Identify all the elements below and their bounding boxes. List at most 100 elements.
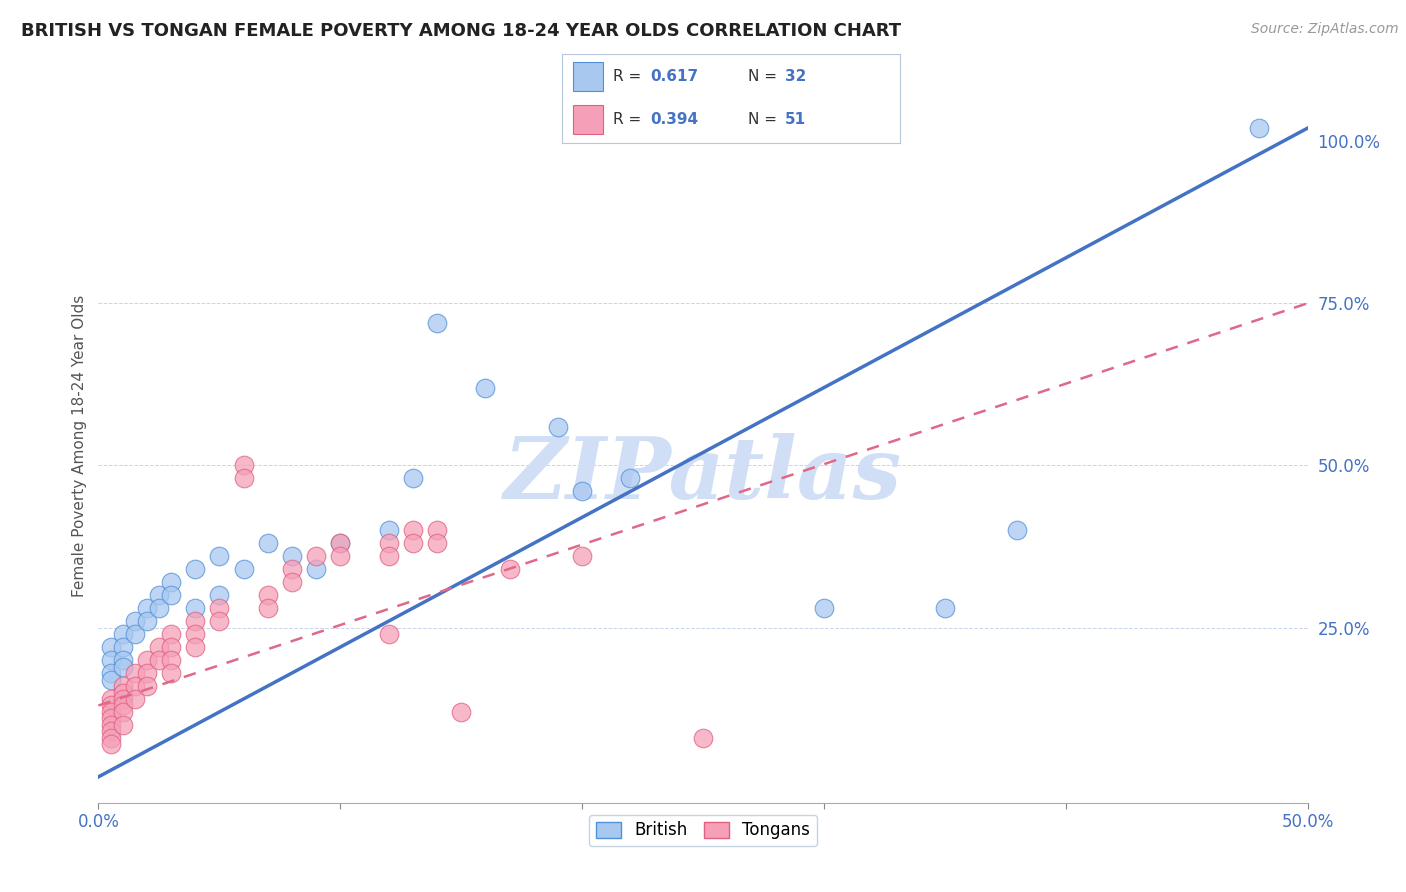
Point: [124, 679, 146, 693]
Y-axis label: Female Poverty Among 18-24 Year Olds: Female Poverty Among 18-24 Year Olds: [72, 295, 87, 597]
Text: N =: N =: [748, 112, 782, 127]
Point: [426, 536, 449, 550]
Point: [426, 524, 449, 538]
Point: [813, 601, 835, 615]
Point: [619, 471, 641, 485]
Text: BRITISH VS TONGAN FEMALE POVERTY AMONG 18-24 YEAR OLDS CORRELATION CHART: BRITISH VS TONGAN FEMALE POVERTY AMONG 1…: [21, 22, 901, 40]
Text: R =: R =: [613, 70, 647, 84]
Point: [124, 692, 146, 706]
Point: [329, 549, 352, 564]
Point: [111, 692, 134, 706]
Point: [100, 640, 122, 654]
Point: [377, 549, 399, 564]
Point: [498, 562, 520, 576]
FancyBboxPatch shape: [572, 105, 603, 134]
Point: [160, 666, 183, 681]
Text: 0.617: 0.617: [650, 70, 699, 84]
Legend: British, Tongans: British, Tongans: [589, 814, 817, 846]
Point: [148, 601, 170, 615]
Point: [474, 381, 496, 395]
Point: [100, 711, 122, 725]
Point: [111, 705, 134, 719]
Point: [184, 614, 207, 628]
Point: [148, 588, 170, 602]
Point: [100, 692, 122, 706]
Point: [160, 575, 183, 590]
Point: [377, 536, 399, 550]
Text: Source: ZipAtlas.com: Source: ZipAtlas.com: [1251, 22, 1399, 37]
Point: [329, 536, 352, 550]
Point: [377, 524, 399, 538]
Point: [124, 666, 146, 681]
Point: [111, 718, 134, 732]
Point: [402, 471, 425, 485]
Point: [184, 627, 207, 641]
Point: [100, 698, 122, 713]
Point: [148, 653, 170, 667]
Text: 51: 51: [785, 112, 806, 127]
Point: [305, 562, 328, 576]
Point: [160, 653, 183, 667]
Point: [100, 653, 122, 667]
Point: [208, 614, 231, 628]
Point: [184, 640, 207, 654]
Point: [402, 536, 425, 550]
Point: [100, 718, 122, 732]
FancyBboxPatch shape: [572, 62, 603, 91]
Point: [111, 685, 134, 699]
Point: [184, 601, 207, 615]
Point: [232, 562, 254, 576]
Point: [281, 562, 304, 576]
Point: [135, 653, 157, 667]
Point: [934, 601, 956, 615]
Point: [124, 627, 146, 641]
Point: [111, 627, 134, 641]
Text: ZIPatlas: ZIPatlas: [503, 433, 903, 516]
Point: [100, 724, 122, 739]
Point: [1007, 524, 1029, 538]
Point: [111, 698, 134, 713]
Point: [100, 705, 122, 719]
Point: [692, 731, 714, 745]
Text: N =: N =: [748, 70, 782, 84]
Point: [148, 640, 170, 654]
Point: [208, 549, 231, 564]
Point: [232, 458, 254, 473]
Point: [100, 731, 122, 745]
Point: [111, 640, 134, 654]
Point: [256, 588, 278, 602]
Point: [1249, 121, 1271, 136]
Point: [329, 536, 352, 550]
Point: [426, 316, 449, 330]
Point: [160, 588, 183, 602]
Point: [135, 679, 157, 693]
Text: 0.394: 0.394: [650, 112, 699, 127]
Point: [160, 627, 183, 641]
Point: [135, 614, 157, 628]
Point: [100, 738, 122, 752]
Point: [100, 673, 122, 687]
Point: [208, 601, 231, 615]
Text: 32: 32: [785, 70, 807, 84]
Point: [281, 575, 304, 590]
Point: [256, 601, 278, 615]
Point: [184, 562, 207, 576]
Point: [135, 601, 157, 615]
Point: [402, 524, 425, 538]
Point: [305, 549, 328, 564]
Point: [111, 679, 134, 693]
Text: R =: R =: [613, 112, 647, 127]
Point: [571, 484, 593, 499]
Point: [232, 471, 254, 485]
Point: [281, 549, 304, 564]
Point: [124, 614, 146, 628]
Point: [111, 653, 134, 667]
Point: [256, 536, 278, 550]
Point: [100, 666, 122, 681]
Point: [208, 588, 231, 602]
Point: [547, 419, 569, 434]
Point: [111, 659, 134, 673]
Point: [377, 627, 399, 641]
Point: [571, 549, 593, 564]
Point: [160, 640, 183, 654]
